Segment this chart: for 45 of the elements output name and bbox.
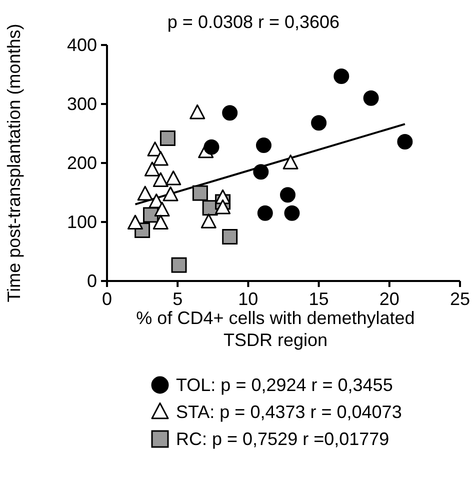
x-axis-title: % of CD4+ cells with demethylated TSDR region bbox=[136, 308, 415, 350]
point bbox=[160, 130, 176, 146]
point bbox=[363, 90, 379, 106]
point bbox=[215, 199, 231, 214]
point bbox=[280, 187, 296, 203]
point bbox=[144, 162, 160, 176]
y-axis-title: Time post-transplantation (months) bbox=[4, 24, 24, 302]
point bbox=[192, 185, 208, 201]
x-tick-label: 15 bbox=[308, 289, 329, 309]
y-tick-label: 400 bbox=[66, 35, 97, 55]
point bbox=[171, 257, 187, 273]
point bbox=[256, 138, 272, 154]
point bbox=[397, 134, 413, 150]
x-tick-label: 20 bbox=[379, 289, 400, 309]
legend-label: TOL: p = 0,2924 r = 0,3455 bbox=[176, 375, 393, 395]
point bbox=[127, 214, 143, 230]
chart-title: p = 0.0308 r = 0,3606 bbox=[167, 12, 340, 32]
x-tick-label: 25 bbox=[450, 289, 470, 309]
legend-label: STA: p = 0,4373 r = 0,04073 bbox=[176, 402, 402, 422]
point bbox=[154, 202, 170, 217]
point bbox=[222, 229, 238, 244]
point bbox=[200, 214, 216, 228]
y-tick-label: 300 bbox=[66, 94, 97, 114]
point bbox=[190, 104, 206, 120]
y-tick-label: 200 bbox=[66, 153, 97, 173]
point bbox=[257, 205, 273, 221]
point bbox=[334, 68, 350, 84]
y-tick-label: 0 bbox=[86, 271, 97, 291]
point bbox=[137, 186, 153, 201]
point bbox=[204, 139, 220, 155]
legend-label: RC: p = 0,7529 r =0,01779 bbox=[176, 429, 390, 449]
point bbox=[253, 164, 269, 180]
point bbox=[152, 172, 168, 188]
point bbox=[222, 105, 238, 121]
x-tick-label: 5 bbox=[172, 289, 183, 309]
point bbox=[162, 186, 178, 202]
x-tick-label: 10 bbox=[238, 289, 258, 309]
y-tick-label: 100 bbox=[66, 212, 97, 232]
x-tick-label: 0 bbox=[102, 289, 112, 309]
point bbox=[166, 170, 182, 186]
point bbox=[282, 154, 298, 170]
point bbox=[284, 205, 300, 221]
point bbox=[152, 214, 168, 230]
point bbox=[152, 151, 168, 166]
point bbox=[311, 115, 327, 131]
